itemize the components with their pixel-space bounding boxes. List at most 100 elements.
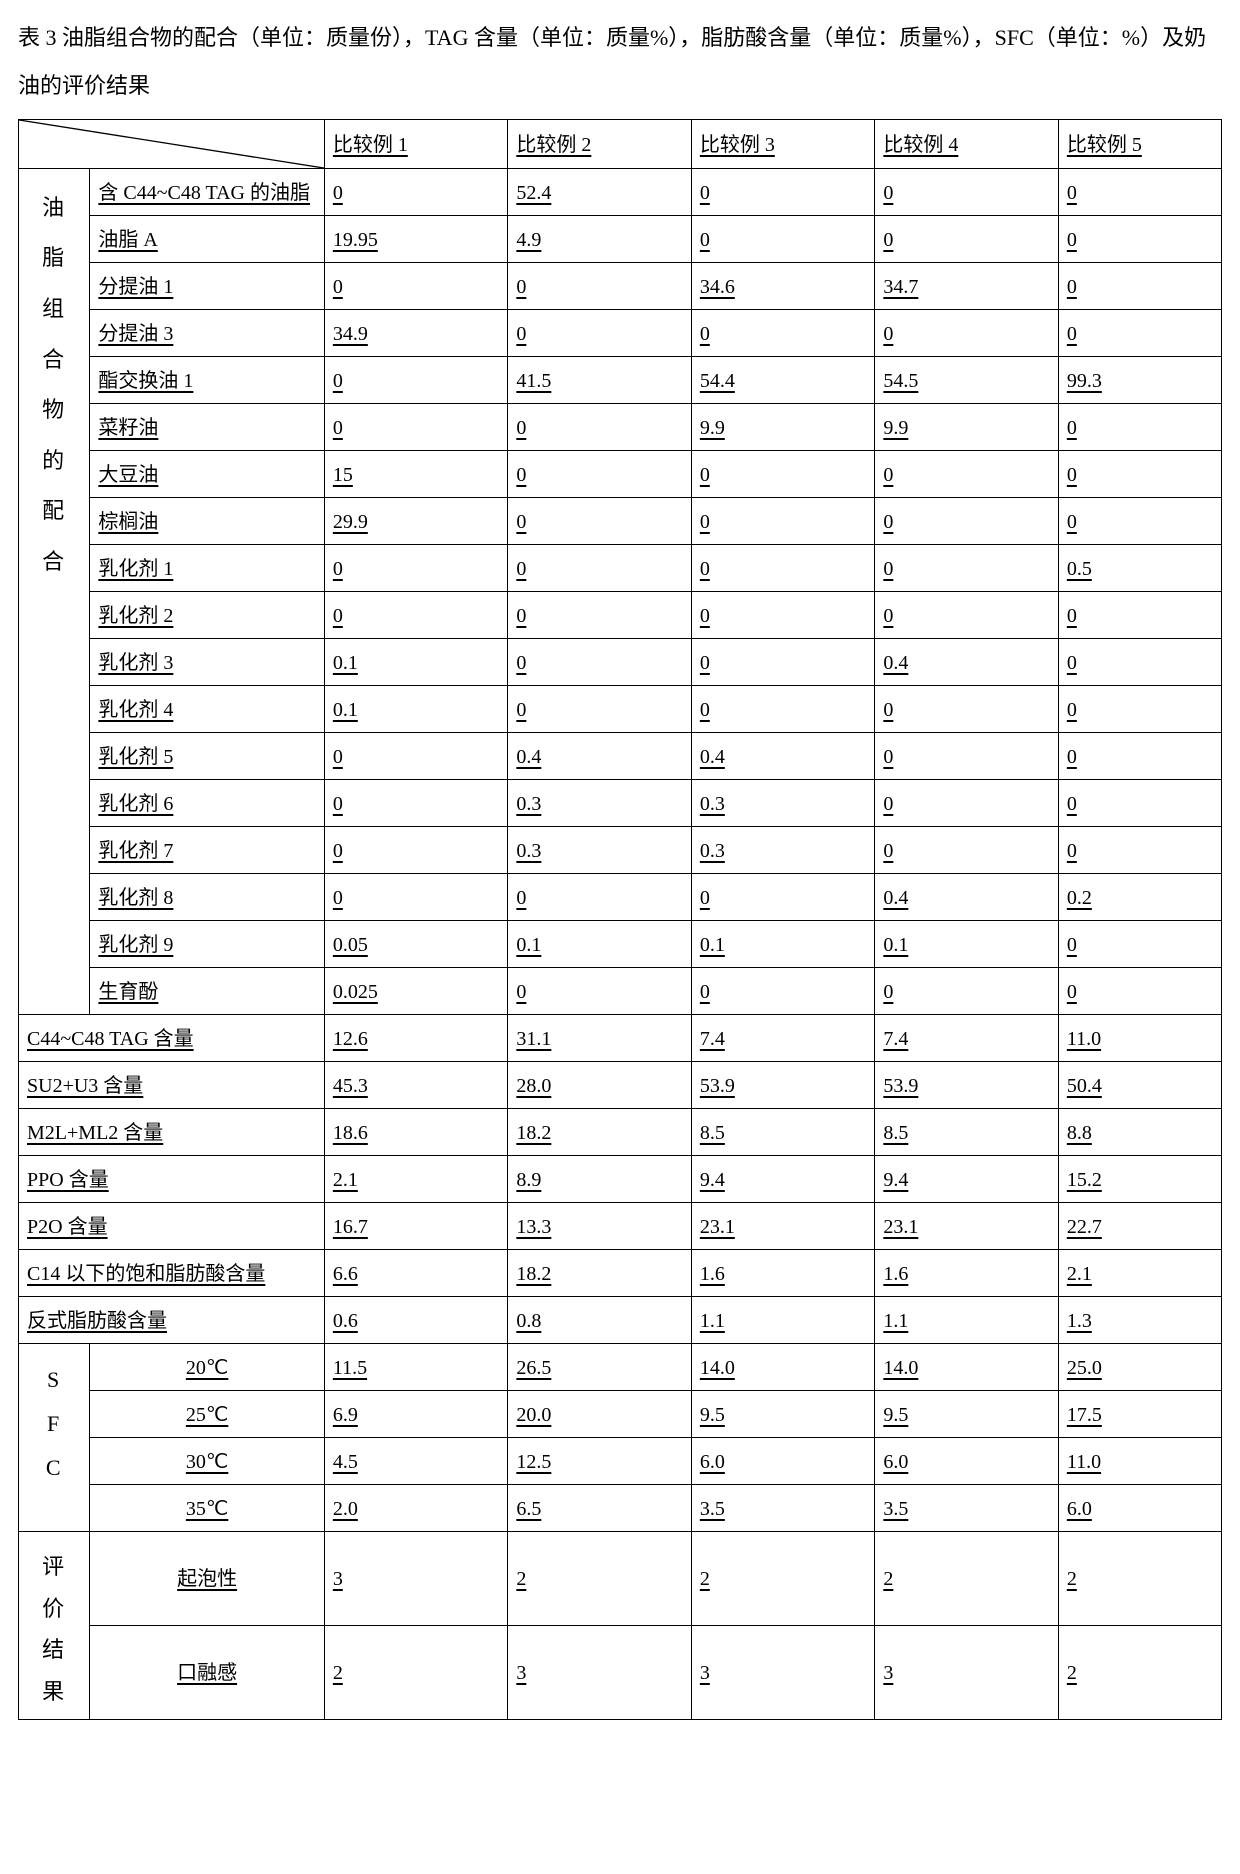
cell: 0 [324,826,508,873]
cell: 0 [875,309,1059,356]
cell: 0.4 [691,732,875,779]
cell: 12.6 [324,1014,508,1061]
row-label: PPO 含量 [19,1155,325,1202]
cell: 2 [691,1531,875,1625]
table-row: 生育酚0.0250000 [19,967,1222,1014]
table-caption: 表 3 油脂组合物的配合（单位：质量份），TAG 含量（单位：质量%），脂肪酸含… [18,14,1222,111]
cell: 0 [324,732,508,779]
cell: 18.6 [324,1108,508,1155]
cell: 1.1 [691,1296,875,1343]
cell: 2 [875,1531,1059,1625]
cell: 0 [324,544,508,591]
cell: 0 [875,450,1059,497]
row-label: 酯交换油 1 [90,356,324,403]
cell: 0 [324,168,508,215]
cell: 0 [691,544,875,591]
row-label: 反式脂肪酸含量 [19,1296,325,1343]
cell: 0 [691,638,875,685]
col-header-5: 比较例 5 [1058,119,1221,168]
cell: 0 [691,497,875,544]
cell: 0 [1058,920,1221,967]
cell: 18.2 [508,1249,692,1296]
data-table: 比较例 1比较例 2比较例 3比较例 4比较例 5油脂组合物的配合含 C44~C… [18,119,1222,1720]
cell: 9.9 [875,403,1059,450]
cell: 0 [324,403,508,450]
cell: 0.3 [508,779,692,826]
table-row: C14 以下的饱和脂肪酸含量6.618.21.61.62.1 [19,1249,1222,1296]
cell: 0.1 [324,685,508,732]
cell: 0 [875,732,1059,779]
row-label: 口融感 [90,1625,324,1719]
cell: 0 [324,779,508,826]
cell: 12.5 [508,1437,692,1484]
cell: 0 [691,591,875,638]
cell: 26.5 [508,1343,692,1390]
cell: 99.3 [1058,356,1221,403]
cell: 0 [508,638,692,685]
group-sfc: SFC [19,1343,90,1531]
cell: 52.4 [508,168,692,215]
table-row: 评价结果起泡性32222 [19,1531,1222,1625]
table-row: 口融感23332 [19,1625,1222,1719]
cell: 14.0 [875,1343,1059,1390]
cell: 3 [691,1625,875,1719]
table-row: 乳化剂 90.050.10.10.10 [19,920,1222,967]
cell: 6.0 [875,1437,1059,1484]
cell: 0 [1058,262,1221,309]
cell: 0 [508,309,692,356]
row-label: 30℃ [90,1437,324,1484]
cell: 7.4 [691,1014,875,1061]
cell: 6.0 [1058,1484,1221,1531]
cell: 9.4 [875,1155,1059,1202]
cell: 0 [1058,450,1221,497]
cell: 0 [691,685,875,732]
row-label: 乳化剂 9 [90,920,324,967]
diagonal-header [19,119,325,168]
table-row: 乳化剂 700.30.300 [19,826,1222,873]
cell: 0 [508,497,692,544]
cell: 0 [324,262,508,309]
cell: 9.4 [691,1155,875,1202]
cell: 6.5 [508,1484,692,1531]
cell: 13.3 [508,1202,692,1249]
cell: 0.025 [324,967,508,1014]
cell: 1.1 [875,1296,1059,1343]
cell: 23.1 [691,1202,875,1249]
col-header-4: 比较例 4 [875,119,1059,168]
cell: 0 [875,826,1059,873]
cell: 0.05 [324,920,508,967]
table-row: 35℃2.06.53.53.56.0 [19,1484,1222,1531]
cell: 0 [875,685,1059,732]
table-row: PPO 含量2.18.99.49.415.2 [19,1155,1222,1202]
cell: 0 [875,497,1059,544]
cell: 41.5 [508,356,692,403]
cell: 9.5 [691,1390,875,1437]
cell: 0 [1058,779,1221,826]
cell: 25.0 [1058,1343,1221,1390]
cell: 0.3 [691,779,875,826]
cell: 0.4 [875,873,1059,920]
cell: 0 [691,309,875,356]
row-label: C14 以下的饱和脂肪酸含量 [19,1249,325,1296]
group-mix: 油脂组合物的配合 [19,168,90,1014]
row-label: 乳化剂 5 [90,732,324,779]
cell: 0 [691,967,875,1014]
cell: 3 [508,1625,692,1719]
row-label: 乳化剂 1 [90,544,324,591]
table-row: SU2+U3 含量45.328.053.953.950.4 [19,1061,1222,1108]
cell: 0.1 [875,920,1059,967]
cell: 0 [691,450,875,497]
cell: 0 [1058,826,1221,873]
cell: 2 [324,1625,508,1719]
cell: 34.6 [691,262,875,309]
cell: 14.0 [691,1343,875,1390]
cell: 28.0 [508,1061,692,1108]
cell: 0.1 [691,920,875,967]
row-label: 35℃ [90,1484,324,1531]
cell: 0 [1058,967,1221,1014]
table-row: 分提油 10034.634.70 [19,262,1222,309]
cell: 0 [508,873,692,920]
group-eval: 评价结果 [19,1531,90,1719]
cell: 15.2 [1058,1155,1221,1202]
cell: 0 [508,544,692,591]
